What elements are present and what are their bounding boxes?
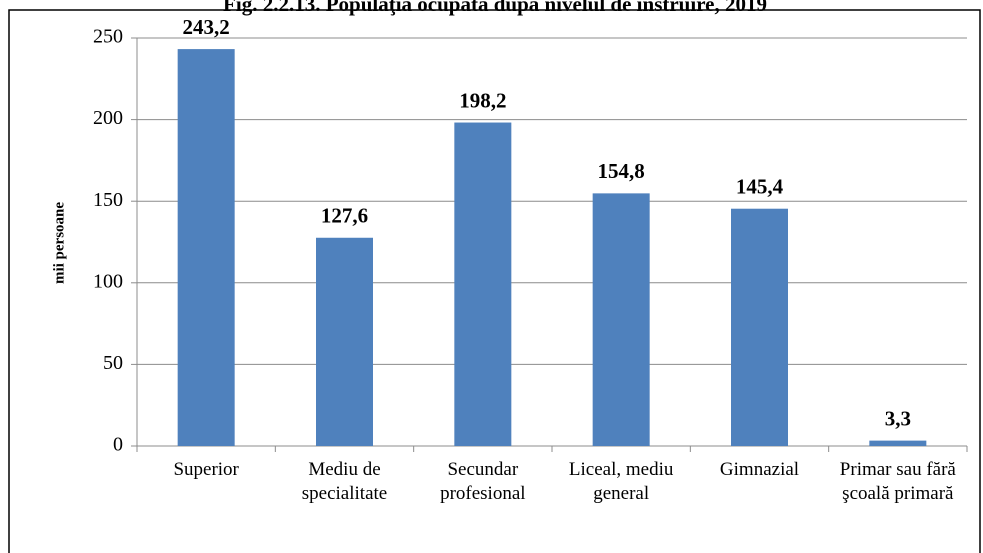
data-label: 3,3 [885,406,911,430]
y-tick-label: 250 [93,26,123,48]
x-tick-label: Secundar profesional [440,459,526,504]
y-tick-label: 0 [113,434,123,456]
data-label: 127,6 [321,204,368,228]
y-tick-label: 100 [93,270,123,292]
y-tick-label: 50 [103,352,123,374]
chart-title: Fig. 2.2.13. Populaţia ocupată după nive… [223,0,767,16]
bar [592,193,650,446]
y-tick-label: 200 [93,107,123,129]
x-tick-label: Mediu de specialitate [301,459,388,504]
bar [869,440,927,446]
data-label: 198,2 [459,88,506,112]
y-axis-label: mii persoane [51,202,67,284]
x-tick-label: Primar sau fără şcoală primară [839,459,956,504]
y-tick-label: 150 [93,189,123,211]
data-label: 243,2 [183,15,230,39]
frame [8,9,981,553]
bar [177,49,235,447]
data-label: 145,4 [736,175,784,199]
data-label: 154,8 [598,159,645,183]
bar [316,237,373,446]
bar [731,208,788,446]
x-tick-label: Gimnazial [719,459,800,480]
x-tick-label: Liceal, mediu general [568,459,674,504]
x-tick-label: Superior [173,459,239,480]
bar [454,122,512,446]
